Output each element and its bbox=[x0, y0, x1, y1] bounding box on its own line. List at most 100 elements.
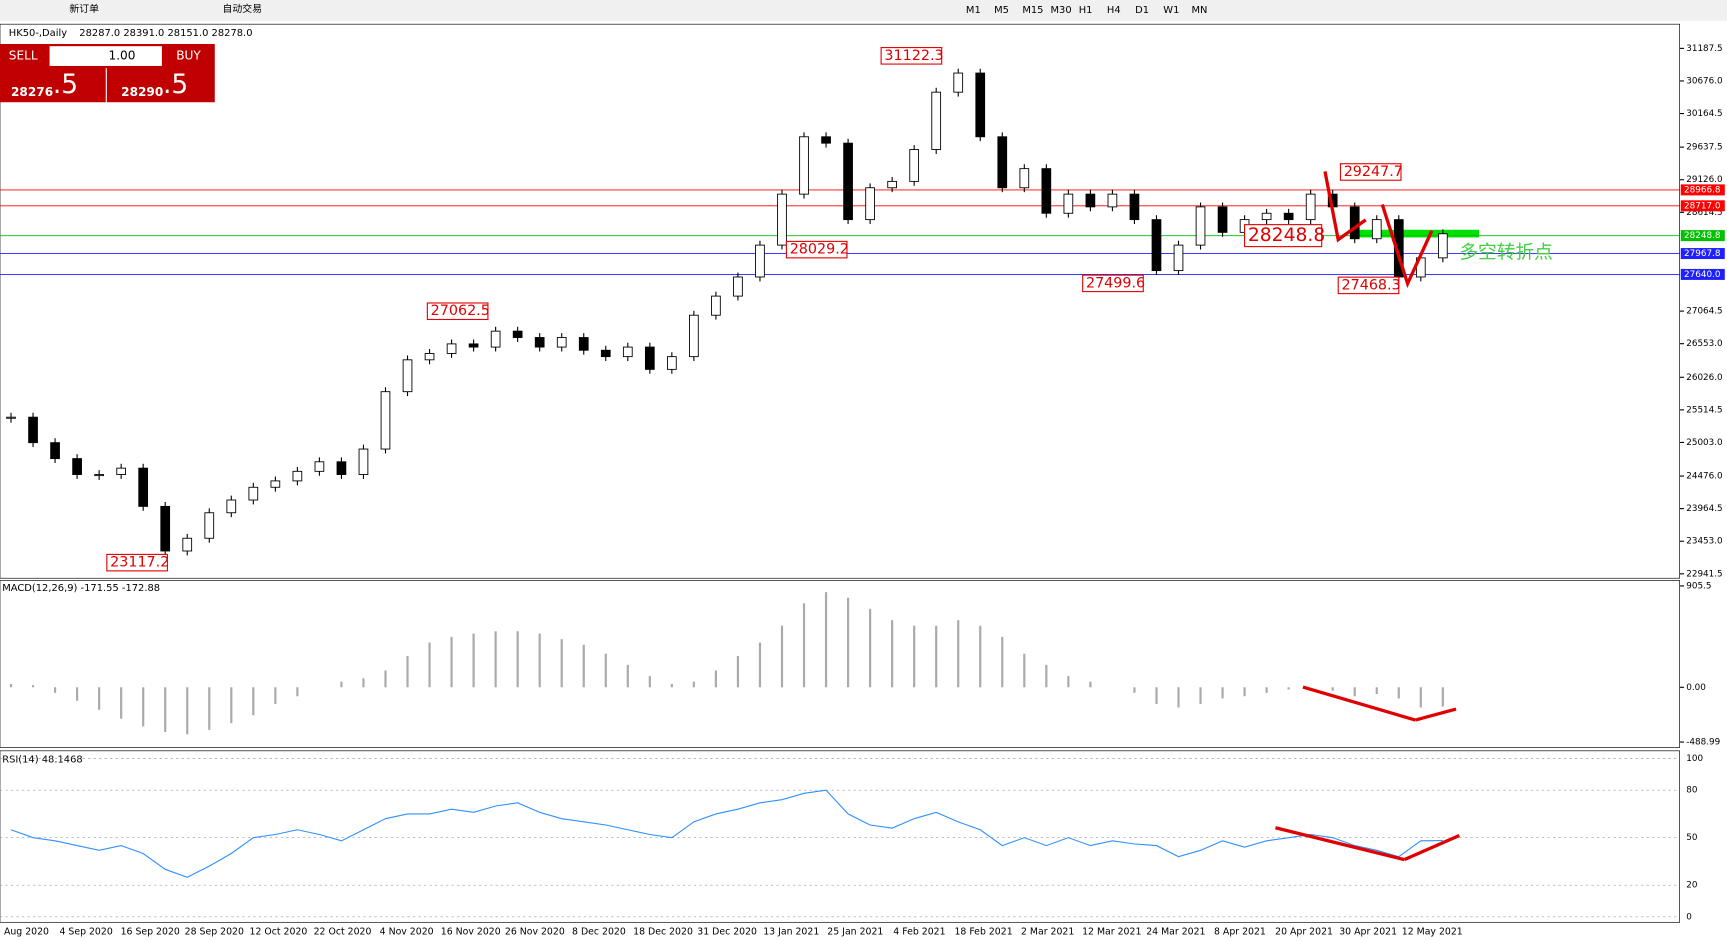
timeframe[interactable]: M15 bbox=[1022, 5, 1043, 16]
y-tick-label: 28614.5 bbox=[1686, 208, 1722, 218]
candle bbox=[733, 276, 743, 297]
y-tick-label: 30676.0 bbox=[1686, 76, 1723, 86]
sell-price[interactable]: 28276 bbox=[11, 85, 53, 99]
candle bbox=[1173, 244, 1184, 272]
macd-frame bbox=[0, 580, 1680, 748]
candle bbox=[138, 467, 149, 507]
x-tick-label: 30 Apr 2021 bbox=[1339, 927, 1397, 938]
annotation-box bbox=[1339, 163, 1402, 181]
candle bbox=[997, 136, 1008, 189]
sell-button[interactable]: SELL bbox=[9, 49, 38, 63]
level-label: 28717.0 bbox=[1684, 201, 1721, 211]
candle bbox=[490, 330, 501, 348]
candle bbox=[644, 346, 655, 370]
timeframe[interactable]: M5 bbox=[994, 5, 1009, 16]
candle bbox=[402, 359, 413, 393]
price-annotation: 28248.8 bbox=[1248, 225, 1325, 246]
candle bbox=[777, 193, 787, 246]
candle bbox=[578, 337, 589, 351]
x-tick-label: 4 Nov 2020 bbox=[380, 927, 434, 938]
x-tick-label: 20 Apr 2021 bbox=[1275, 927, 1333, 938]
y-tick-label: 50 bbox=[1686, 833, 1698, 843]
level-tag bbox=[1680, 184, 1725, 196]
x-tick-label: 12 May 2021 bbox=[1402, 927, 1463, 938]
candle bbox=[534, 337, 545, 348]
new-order[interactable]: 新订单 bbox=[69, 2, 99, 15]
sell-frac[interactable]: .5 bbox=[53, 69, 78, 100]
candle bbox=[292, 470, 303, 482]
candle bbox=[953, 72, 964, 93]
lots-box[interactable] bbox=[49, 46, 162, 66]
annotation-box bbox=[785, 240, 848, 259]
level-tag bbox=[1680, 200, 1725, 212]
y-tick-label: 26553.0 bbox=[1686, 339, 1723, 349]
candle bbox=[755, 244, 765, 278]
candle bbox=[667, 356, 677, 370]
candle bbox=[1349, 206, 1360, 240]
candle bbox=[336, 461, 347, 475]
timeframe[interactable]: W1 bbox=[1163, 5, 1179, 16]
chart-title: HK50-,Daily bbox=[9, 28, 67, 39]
timeframe[interactable]: M30 bbox=[1051, 5, 1072, 16]
candle bbox=[204, 512, 215, 539]
timeframe[interactable]: H1 bbox=[1079, 5, 1093, 16]
candle bbox=[689, 314, 699, 358]
candle bbox=[1217, 206, 1228, 233]
arrows bbox=[1275, 171, 1461, 862]
level-tag bbox=[1680, 230, 1725, 242]
candle bbox=[446, 343, 457, 354]
y-tick-label: 27064.5 bbox=[1686, 307, 1722, 317]
timeframe[interactable]: D1 bbox=[1135, 5, 1149, 16]
candle bbox=[380, 391, 391, 450]
timeframe[interactable]: M1 bbox=[966, 5, 981, 16]
price-annotation: 27062.5 bbox=[431, 303, 490, 319]
macd-title: MACD(12,26,9) -171.55 -172.88 bbox=[2, 583, 160, 594]
y-tick-label: 0 bbox=[1686, 912, 1692, 922]
candle bbox=[1107, 193, 1118, 208]
annotation-box bbox=[1082, 274, 1144, 293]
annotation-box bbox=[880, 47, 943, 65]
timeframe[interactable]: H4 bbox=[1107, 5, 1121, 16]
candle bbox=[975, 72, 986, 138]
buy-price[interactable]: 28290 bbox=[121, 85, 163, 99]
arrow bbox=[1323, 171, 1367, 243]
candle bbox=[314, 461, 325, 472]
candle bbox=[1063, 193, 1074, 214]
y-tick-label: 25514.5 bbox=[1686, 405, 1722, 415]
note: 多空转折点 bbox=[1459, 242, 1553, 263]
x-tick-label: 18 Dec 2020 bbox=[633, 927, 693, 938]
trade-panel: SELL BUY 1.00 28276 .5 28290 .5 bbox=[0, 43, 215, 103]
candle bbox=[1195, 206, 1206, 246]
annotation-box bbox=[426, 302, 489, 321]
timeframe[interactable]: MN bbox=[1191, 5, 1207, 16]
toolbar bbox=[0, 0, 1727, 21]
buy-frac[interactable]: .5 bbox=[163, 69, 188, 100]
candle bbox=[358, 448, 369, 475]
buy-button[interactable]: BUY bbox=[176, 49, 201, 63]
rsi-title: RSI(14) 48.1468 bbox=[2, 755, 82, 766]
candle bbox=[160, 505, 171, 552]
price-annotation: 27499.6 bbox=[1086, 275, 1145, 291]
y-tick-label: 23964.5 bbox=[1686, 504, 1722, 514]
x-tick-label: 31 Dec 2020 bbox=[697, 927, 757, 938]
y-tick-label: 29637.5 bbox=[1686, 143, 1722, 153]
candle bbox=[1019, 168, 1030, 189]
price-annotation: 31122.3 bbox=[884, 48, 943, 64]
candle bbox=[1085, 193, 1096, 208]
candle bbox=[843, 142, 853, 221]
candle bbox=[270, 480, 281, 488]
x-tick-label: 8 Apr 2021 bbox=[1214, 927, 1266, 938]
x-tick-label: 4 Sep 2020 bbox=[59, 927, 112, 938]
price-annotation: 23117.2 bbox=[110, 555, 169, 571]
candle bbox=[556, 337, 567, 348]
x-tick-label: 8 Dec 2020 bbox=[572, 927, 626, 938]
candle bbox=[248, 486, 259, 501]
auto-trade[interactable]: 自动交易 bbox=[222, 2, 262, 15]
candle bbox=[1283, 212, 1294, 221]
pivot-bar bbox=[1352, 229, 1480, 238]
lots[interactable]: 1.00 bbox=[109, 49, 136, 63]
arrow bbox=[1275, 826, 1405, 862]
candle bbox=[512, 330, 523, 338]
x-tick-label: 12 Mar 2021 bbox=[1082, 927, 1141, 938]
